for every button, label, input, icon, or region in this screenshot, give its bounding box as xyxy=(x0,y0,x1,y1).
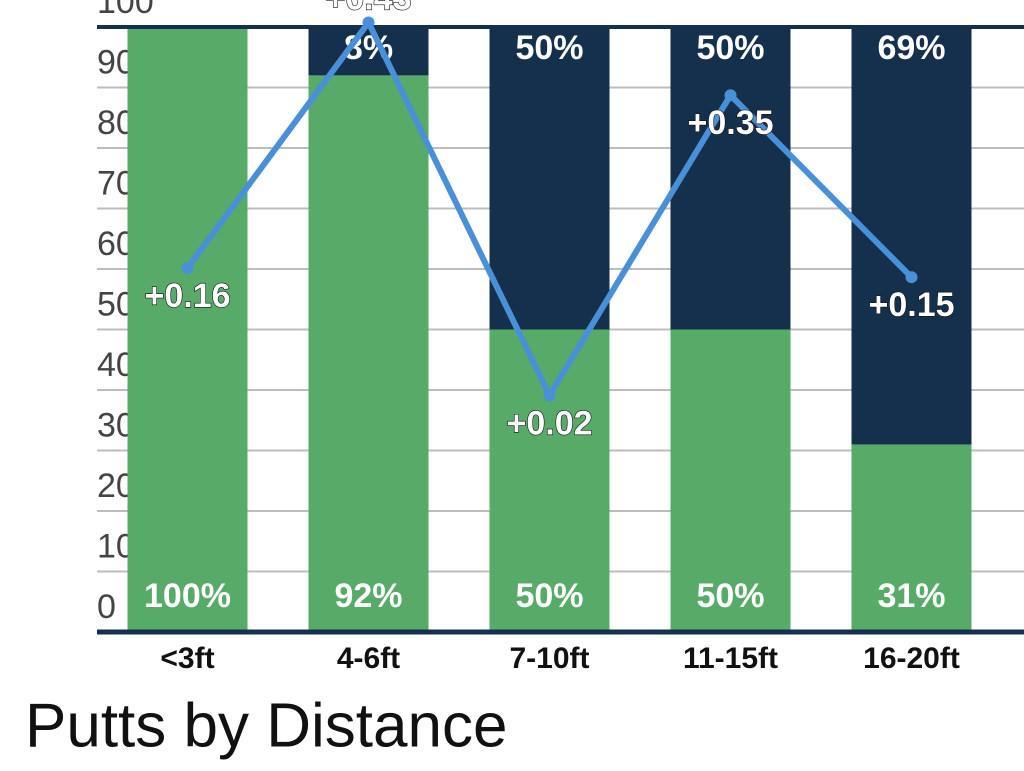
chart-title: Putts by Distance xyxy=(25,691,507,760)
bar-value-label: 92% xyxy=(334,577,402,615)
bar-value-label: 50% xyxy=(515,577,583,615)
line-value-label: +0.16 xyxy=(144,277,230,315)
bar-value-label: 100% xyxy=(144,577,231,615)
bar-segment xyxy=(489,329,610,632)
line-point xyxy=(905,271,918,284)
bar-segment xyxy=(670,329,791,632)
bar-value-label: 69% xyxy=(877,29,945,67)
bar-segment xyxy=(308,27,429,76)
line-value-label: +0.15 xyxy=(868,286,954,324)
y-tick-label: 100 xyxy=(97,0,154,21)
line-value-label: +0.43 xyxy=(325,0,411,17)
y-tick-label: 0 xyxy=(97,588,116,626)
x-tick-label: 11-15ft xyxy=(683,642,778,675)
x-tick-label: <3ft xyxy=(160,642,214,675)
line-point xyxy=(724,89,737,102)
x-tick-label: 7-10ft xyxy=(509,642,589,675)
bar-value-label: 31% xyxy=(877,577,945,615)
line-point xyxy=(181,262,194,275)
line-point xyxy=(543,389,556,402)
bar-value-label: 50% xyxy=(515,29,583,67)
x-tick-label: 4-6ft xyxy=(337,642,400,675)
bar-value-label: 50% xyxy=(696,29,764,67)
line-value-label: +0.02 xyxy=(506,404,592,442)
bar-segment xyxy=(670,27,791,330)
x-tick-label: 16-20ft xyxy=(863,642,960,675)
bar-value-label: 50% xyxy=(696,577,764,615)
bar-segment xyxy=(127,27,248,632)
line-value-label: +0.35 xyxy=(687,104,773,142)
bar-segment xyxy=(308,75,429,632)
bar-segment xyxy=(489,27,610,330)
line-point xyxy=(362,16,375,29)
bar-segment xyxy=(851,444,972,632)
